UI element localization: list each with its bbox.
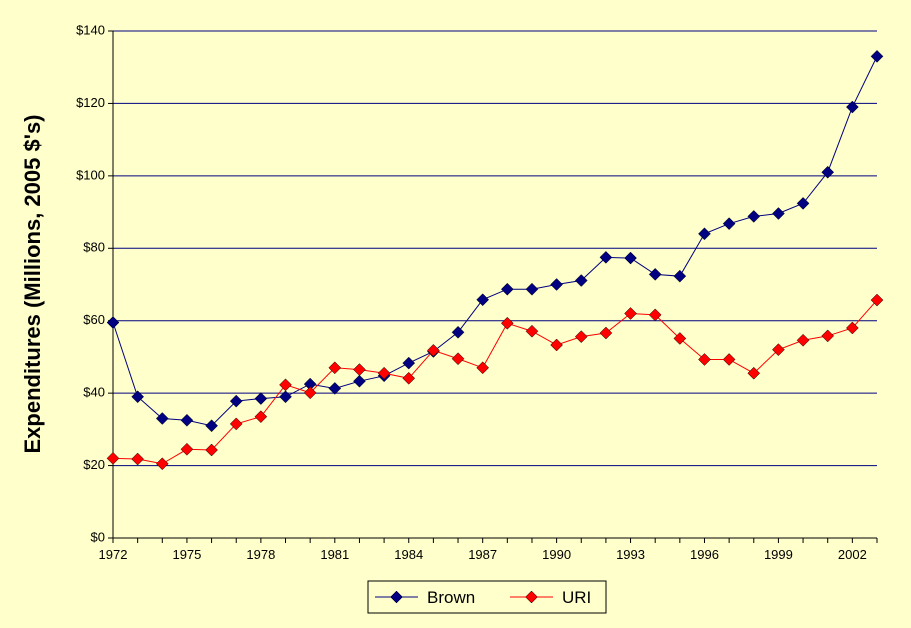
data-point-brown (451, 325, 465, 339)
x-tick-labels: 1972 1975 1978 1981 1984 1987 1990 1993 1996 1999… (99, 547, 867, 562)
data-point-uri (451, 352, 465, 366)
data-point-uri (747, 366, 761, 380)
data-point-brown (698, 227, 711, 241)
data-point-uri (624, 307, 637, 320)
y-tick-label: $140 (76, 22, 105, 37)
y-tick-label: $80 (83, 240, 105, 255)
data-point-uri (821, 329, 835, 343)
data-point-brown (279, 390, 292, 404)
plot-area (113, 31, 877, 538)
data-point-brown (870, 49, 884, 63)
data-point-uri (796, 333, 810, 347)
data-point-uri (328, 361, 342, 375)
legend: Brown URI (367, 580, 607, 614)
x-tick-label: 1999 (764, 547, 793, 562)
y-tick-label: $0 (91, 529, 105, 544)
x-tick-label: 1993 (616, 547, 645, 562)
data-point-brown (205, 419, 218, 433)
x-tick-label: 1981 (320, 547, 349, 562)
y-tick-label: $120 (76, 95, 105, 110)
data-point-brown (402, 356, 416, 370)
data-point-brown (328, 382, 342, 395)
data-point-uri (698, 353, 711, 366)
data-point-brown (155, 412, 169, 425)
gridlines (113, 30, 877, 467)
x-tick-label: 2002 (838, 547, 867, 562)
data-point-uri (772, 343, 785, 357)
axes (108, 30, 878, 543)
y-tick-labels: $0 $20 $40 $60 $80 $100 $120 $140 (76, 22, 105, 544)
data-point-brown (599, 250, 613, 264)
data-point-brown (648, 268, 662, 281)
data-point-uri (476, 361, 490, 375)
data-point-uri (673, 332, 687, 345)
data-point-uri (402, 371, 416, 385)
data-point-brown (525, 282, 539, 296)
x-tick-label: 1978 (246, 547, 275, 562)
data-point-brown (131, 390, 144, 404)
y-tick-label: $100 (76, 167, 105, 182)
data-point-uri (500, 316, 514, 330)
x-tick-label: 1975 (172, 547, 201, 562)
data-point-brown (229, 394, 243, 408)
data-point-uri (377, 366, 391, 380)
data-point-uri (722, 353, 736, 366)
series-lines (106, 49, 884, 471)
data-point-uri (229, 417, 243, 431)
data-point-brown (550, 278, 563, 291)
y-tick-label: $60 (83, 312, 105, 327)
data-point-brown (353, 374, 366, 388)
y-tick-label: $20 (83, 457, 105, 472)
x-tick-label: 1972 (99, 547, 128, 562)
x-tick-label: 1984 (394, 547, 423, 562)
data-point-brown (254, 392, 268, 405)
data-point-uri (599, 326, 613, 340)
data-point-brown (673, 269, 687, 283)
data-point-uri (254, 410, 268, 424)
data-point-uri (353, 363, 366, 376)
legend-marker-uri (525, 590, 538, 604)
x-tick-label: 1990 (542, 547, 571, 562)
data-point-uri (648, 308, 662, 322)
data-point-uri (846, 321, 859, 335)
data-point-uri (550, 338, 563, 352)
data-point-brown (106, 316, 120, 329)
data-point-brown (796, 197, 810, 210)
data-point-uri (155, 457, 169, 471)
data-point-uri (205, 443, 218, 457)
data-point-brown (180, 413, 194, 427)
data-point-brown (574, 274, 588, 287)
data-point-uri (574, 330, 588, 344)
x-tick-label: 1987 (468, 547, 497, 562)
data-point-uri (525, 324, 539, 338)
data-point-uri (870, 293, 884, 307)
data-point-uri (427, 344, 440, 357)
data-point-brown (624, 251, 637, 265)
data-point-uri (131, 452, 144, 466)
y-axis-label: Expenditures (Millions, 2005 $'s) (20, 114, 45, 453)
data-point-uri (303, 386, 317, 400)
legend-label-uri: URI (562, 588, 591, 607)
y-tick-label: $40 (83, 385, 105, 400)
data-point-brown (821, 165, 835, 179)
data-point-brown (772, 207, 785, 220)
legend-marker-brown (390, 590, 403, 604)
data-point-brown (722, 217, 736, 231)
data-point-uri (180, 442, 194, 456)
data-point-uri (106, 451, 120, 465)
data-point-brown (846, 100, 859, 114)
x-tick-label: 1996 (690, 547, 719, 562)
data-point-brown (747, 210, 761, 223)
data-point-brown (476, 293, 490, 307)
legend-label-brown: Brown (427, 588, 475, 607)
data-point-brown (500, 282, 514, 296)
data-point-uri (279, 378, 292, 392)
